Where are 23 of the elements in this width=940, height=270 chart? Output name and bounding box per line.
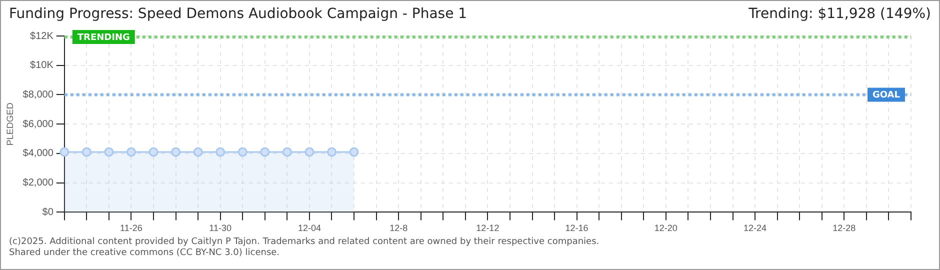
x-tick-label: 11-26 xyxy=(120,223,142,234)
ref-line-label: TRENDING xyxy=(77,32,130,43)
x-tick-label: 12-04 xyxy=(298,223,321,234)
x-tick-label: 12-20 xyxy=(654,223,678,234)
y-tick-label: $0 xyxy=(42,206,54,218)
text: Trending: $11,928 (149%) xyxy=(748,6,931,22)
y-tick-label: $8,000 xyxy=(22,89,54,100)
x-tick-label: 12-28 xyxy=(832,223,856,234)
x-tick-label: 12-24 xyxy=(744,223,767,234)
y-tick-label: $10K xyxy=(30,60,54,72)
ref-line-label: GOAL xyxy=(872,90,900,101)
chart-title: Funding Progress: Speed Demons Audiobook Campaign - Phase 1 xyxy=(9,6,468,22)
y-tick-label: $12K xyxy=(30,30,54,42)
y-tick-label: $2,000 xyxy=(22,178,54,189)
y-tick-label: $6,000 xyxy=(22,118,54,130)
x-tick-label: 11-30 xyxy=(209,223,232,234)
text: Shared under the creative commons (CC BY-NC 3.0) license. xyxy=(9,248,281,259)
y-axis-title: PLEDGED xyxy=(4,102,15,146)
x-tick-label: 12-8 xyxy=(390,223,408,234)
x-tick-label: 12-12 xyxy=(476,223,500,234)
y-tick-label: $4,000 xyxy=(22,148,54,160)
x-tick-label: 12-16 xyxy=(565,223,588,234)
text: (c)2025. Additional content provided by Caitlyn P Tajon. Trademarks and related content are owned by their respective companies. xyxy=(9,237,600,248)
